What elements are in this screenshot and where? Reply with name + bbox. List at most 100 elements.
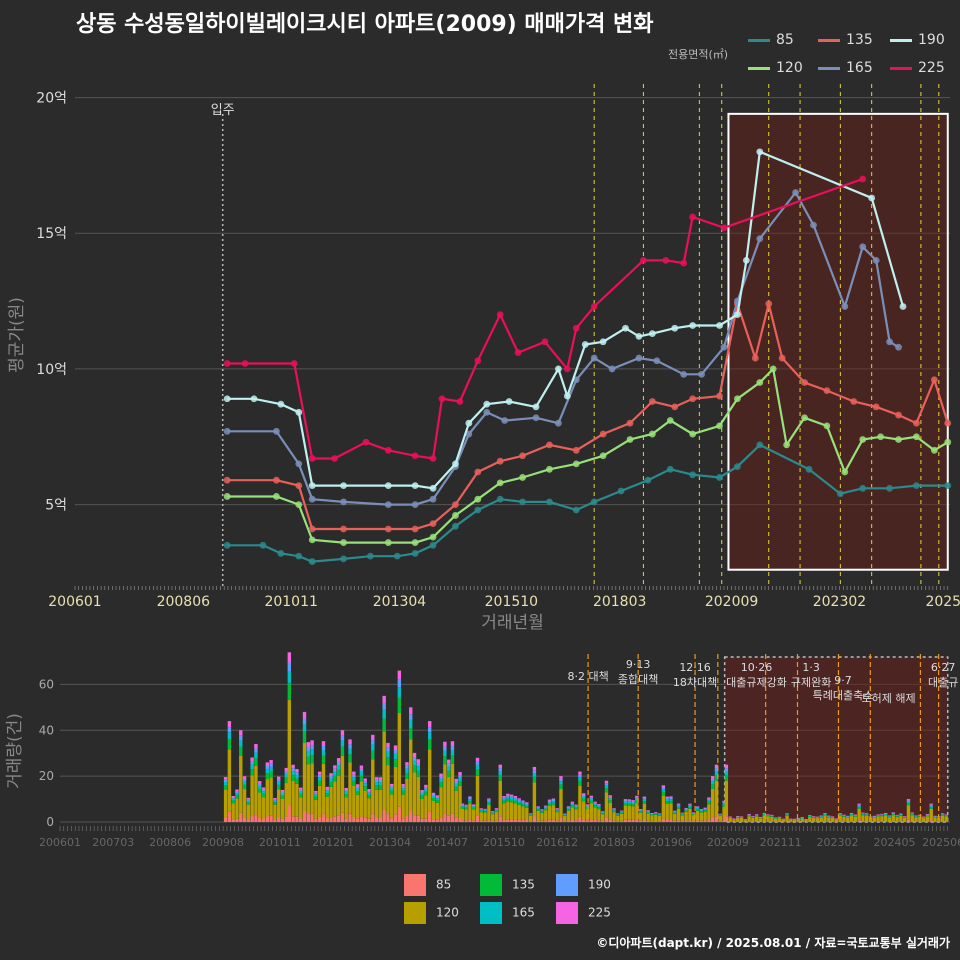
- volume-bar-segment: [710, 781, 715, 785]
- volume-bar-segment: [872, 817, 877, 822]
- volume-bar-segment: [582, 793, 586, 796]
- volume-bar-segment: [906, 800, 911, 802]
- volume-bar-segment: [777, 818, 782, 822]
- volume-bar-segment: [314, 794, 318, 797]
- volume-bar-segment: [382, 731, 386, 810]
- volume-bar-segment: [815, 818, 820, 822]
- volume-bar-segment: [853, 815, 858, 816]
- volume-bar-segment: [766, 814, 770, 816]
- volume-bar-segment: [559, 788, 563, 818]
- volume-bar-segment: [559, 817, 563, 822]
- volume-bar-segment: [891, 813, 895, 815]
- volume-bar-segment: [631, 819, 635, 822]
- volume-bar-segment: [684, 811, 688, 821]
- volume-bar-segment: [563, 814, 567, 816]
- volume-bar-segment: [861, 814, 865, 816]
- volume-bar-segment: [773, 821, 778, 823]
- volume-bar-segment: [352, 785, 356, 817]
- policy-annotation: 9·13: [626, 658, 651, 671]
- volume-x-tick-label: 201011: [259, 836, 301, 849]
- volume-x-tick-label: 202111: [760, 836, 802, 849]
- volume-bar-segment: [317, 780, 322, 786]
- volume-bar-segment: [371, 759, 375, 814]
- volume-bar-segment: [333, 771, 337, 776]
- volume-bar-segment: [405, 772, 409, 779]
- volume-bar-segment: [483, 820, 487, 822]
- volume-bar-segment: [490, 811, 495, 812]
- volume-bar-segment: [638, 820, 643, 822]
- volume-bar-segment: [925, 814, 930, 816]
- volume-bar-segment: [302, 810, 307, 822]
- volume-bar-segment: [842, 821, 846, 822]
- volume-bar-segment: [944, 815, 949, 816]
- volume-bar-segment: [454, 783, 458, 787]
- volume-bar-segment: [819, 815, 823, 817]
- volume-bar-segment: [325, 793, 329, 797]
- volume-bar-segment: [525, 804, 529, 806]
- policy-annotation: 특례대출축소: [813, 689, 874, 702]
- volume-x-tick-label: 201906: [650, 836, 692, 849]
- volume-bar-segment: [827, 816, 831, 817]
- volume-bar-segment: [378, 817, 383, 822]
- data-point-85: [519, 498, 526, 506]
- volume-bar-segment: [393, 759, 398, 767]
- volume-bar-segment: [582, 798, 586, 802]
- volume-bar-segment: [736, 816, 740, 817]
- volume-bar-segment: [589, 797, 594, 799]
- data-point-135: [765, 300, 773, 308]
- volume-x-tick-label: 202009: [707, 836, 749, 849]
- volume-bar-segment: [536, 809, 540, 811]
- volume-bar-segment: [420, 793, 424, 796]
- volume-bar-segment: [623, 799, 628, 801]
- volume-bar-segment: [509, 797, 514, 800]
- volume-bar-segment: [374, 817, 379, 822]
- volume-bar-segment: [657, 821, 662, 822]
- volume-bar-segment: [944, 814, 949, 816]
- volume-bar-segment: [773, 817, 778, 819]
- volume-bar-segment: [291, 775, 295, 781]
- volume-bar-segment: [608, 795, 612, 797]
- volume-bar-segment: [390, 786, 394, 789]
- volume-bar-segment: [766, 816, 770, 822]
- volume-y-tick: 60: [39, 677, 54, 691]
- volume-bar-segment: [329, 786, 333, 818]
- volume-bar-segment: [390, 794, 394, 819]
- data-point-225: [496, 311, 504, 319]
- volume-bar-segment: [269, 763, 273, 767]
- data-point-120: [626, 436, 634, 443]
- volume-bar-segment: [502, 819, 506, 822]
- volume-bar-segment: [479, 809, 483, 810]
- volume-bar-segment: [239, 755, 243, 813]
- volume-bar-segment: [899, 815, 903, 822]
- volume-bar-segment: [355, 791, 360, 795]
- volume-bar-segment: [680, 821, 685, 822]
- volume-bar-segment: [728, 816, 732, 817]
- volume-bar-segment: [623, 819, 628, 822]
- volume-bar-segment: [494, 808, 499, 810]
- volume-bar-segment: [699, 810, 704, 812]
- volume-bar-segment: [902, 816, 907, 817]
- volume-bar-segment: [929, 804, 933, 806]
- volume-bar-segment: [861, 815, 865, 822]
- volume-bar-segment: [490, 820, 495, 822]
- volume-bar-segment: [333, 816, 337, 822]
- data-point-135: [496, 457, 504, 465]
- volume-bar-segment: [762, 815, 767, 822]
- volume-bar-segment: [340, 746, 345, 756]
- volume-bar-segment: [295, 783, 299, 817]
- volume-bar-segment: [906, 819, 911, 822]
- volume-bar-segment: [781, 821, 785, 823]
- data-point-135: [872, 403, 880, 411]
- volume-bar-segment: [348, 762, 352, 814]
- volume-bar-segment: [483, 812, 487, 821]
- volume-bar-segment: [627, 819, 631, 822]
- volume-bar-segment: [792, 819, 797, 822]
- volume-bar-segment: [439, 778, 443, 783]
- volume-bar-segment: [657, 814, 662, 815]
- volume-bar-segment: [532, 782, 537, 817]
- volume-bar-segment: [724, 768, 729, 771]
- volume-bar-segment: [736, 817, 740, 818]
- volume-bar-segment: [344, 818, 348, 822]
- volume-bar-segment: [321, 750, 326, 756]
- volume-bar-segment: [695, 807, 700, 809]
